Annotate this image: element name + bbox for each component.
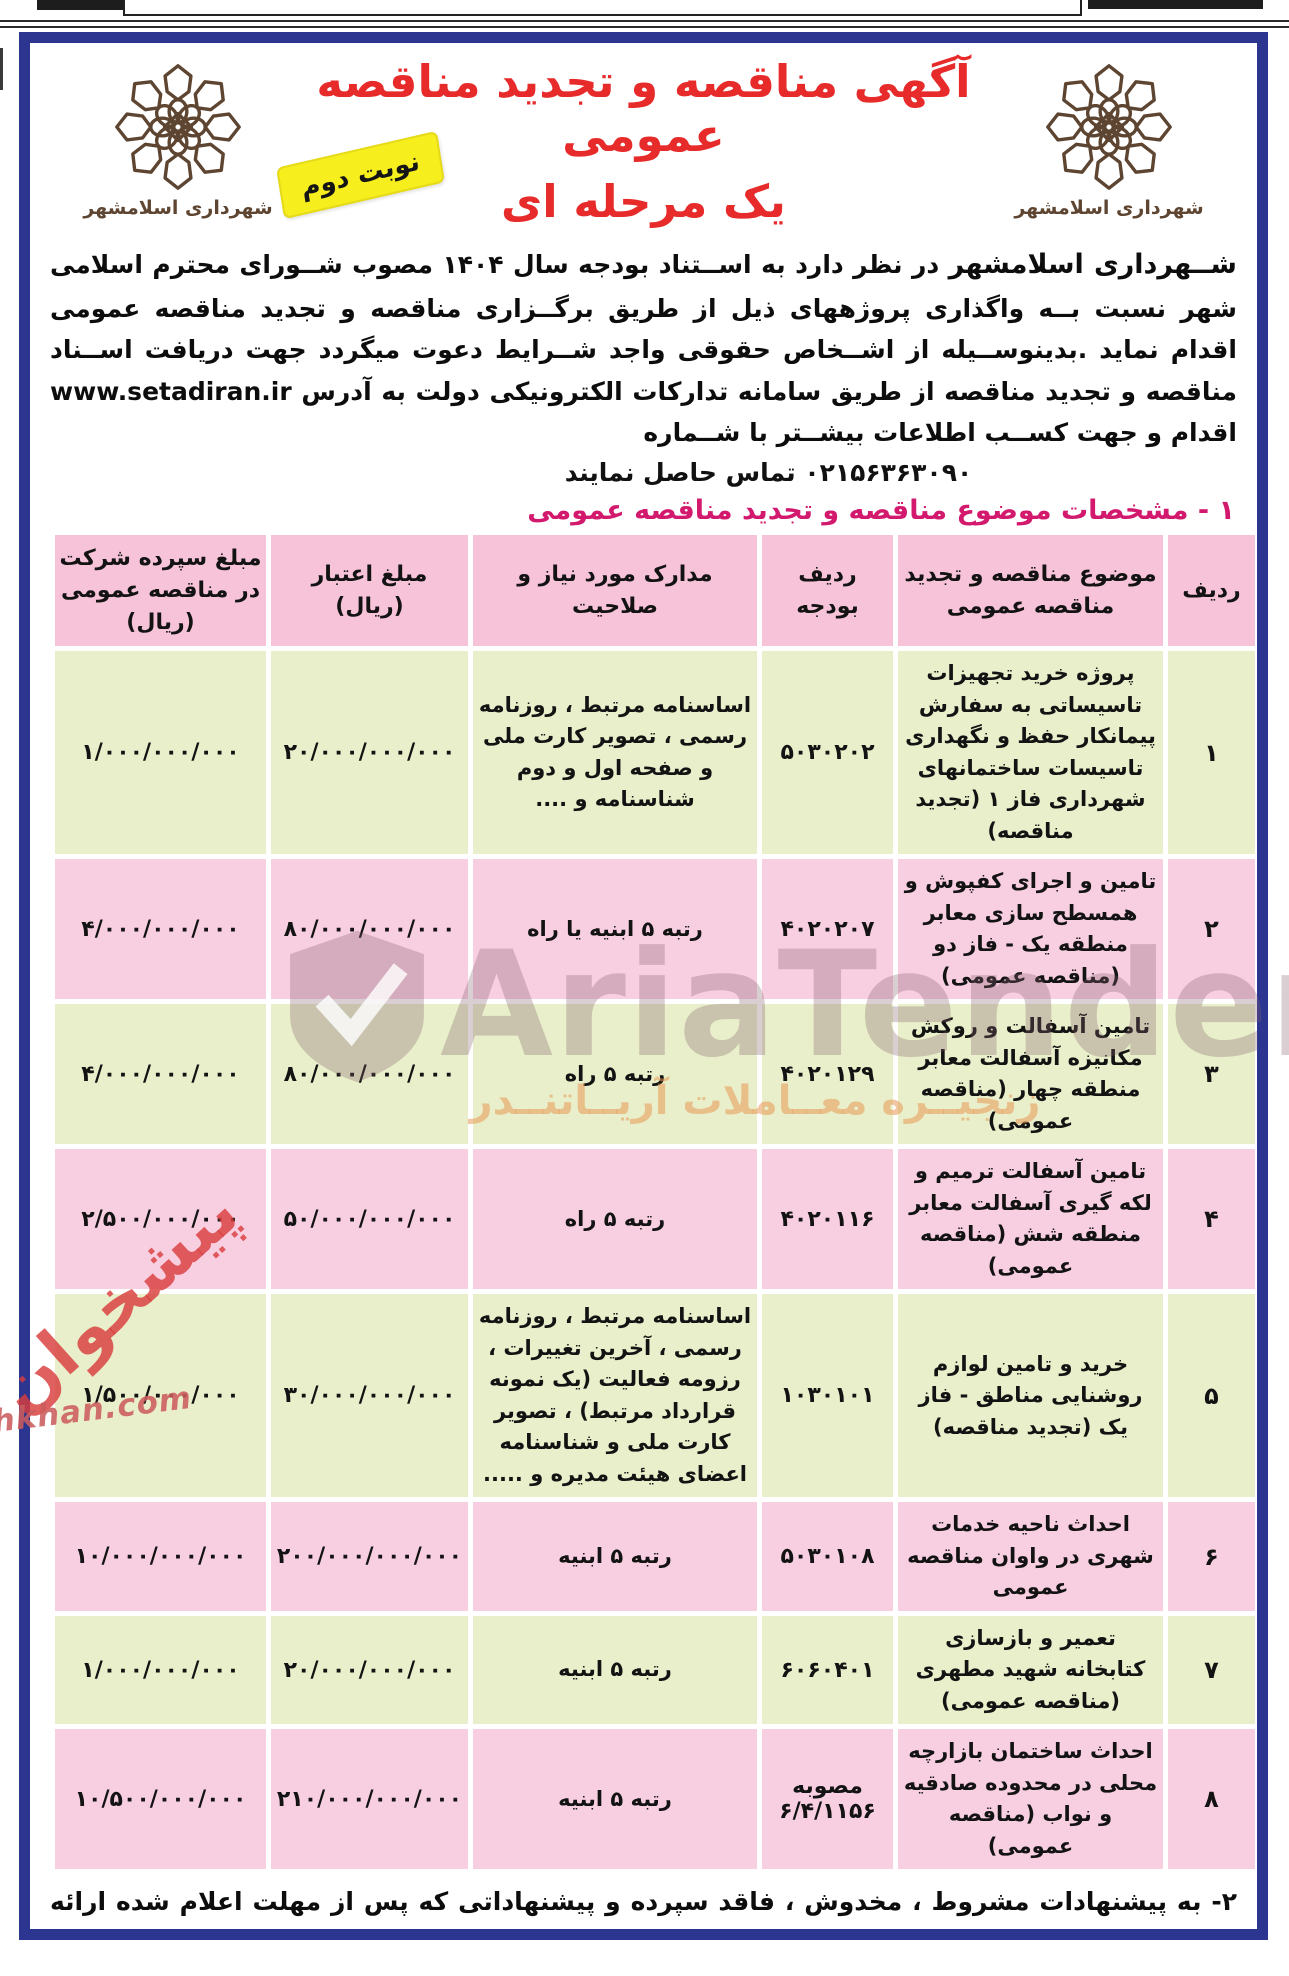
cell-row-no: ۵ bbox=[1168, 1294, 1255, 1498]
cell-deposit-amount: ۱/۰۰۰/۰۰۰/۰۰۰ bbox=[55, 1615, 266, 1725]
cell-credit-amount: ۲۰/۰۰۰/۰۰۰/۰۰۰ bbox=[271, 651, 468, 855]
cell-budget-row: ۵۰۳۰۲۰۲ bbox=[762, 651, 893, 855]
cell-documents: اساسنامه مرتبط ، روزنامه رسمی ، تصویر کا… bbox=[473, 651, 757, 855]
table-row: ۱ پروژه خرید تجهیزات تاسیساتی به سفارش پی… bbox=[55, 651, 1255, 855]
logo-caption: شهرداری اسلامشهر bbox=[83, 197, 273, 219]
cell-budget-row: ۴۰۲۰۱۱۶ bbox=[762, 1149, 893, 1290]
intro-part2: اقدام و جهت کســب اطلاعات بیشــتر با شــ… bbox=[643, 418, 1237, 448]
cell-row-no: ۷ bbox=[1168, 1615, 1255, 1725]
ad-title-line1: آگهی مناقصه و تجدید مناقصه عمومی bbox=[316, 55, 971, 162]
cell-credit-amount: ۳۰/۰۰۰/۰۰۰/۰۰۰ bbox=[271, 1294, 468, 1498]
tender-table-header: ردیف موضوع مناقصه و تجدید مناقصه عمومی ر… bbox=[55, 534, 1255, 647]
table-row: ۸ احداث ساختمان بازارچه محلی در محدوده صا… bbox=[55, 1729, 1255, 1870]
cell-subject: خرید و تامین لوازم روشنایی مناطق - فاز ی… bbox=[898, 1294, 1163, 1498]
cell-subject: تامین و اجرای کفپوش و همسطح سازی معابر م… bbox=[898, 859, 1163, 1000]
cell-credit-amount: ۸۰/۰۰۰/۰۰۰/۰۰۰ bbox=[271, 1004, 468, 1145]
tender-table-body: ۱ پروژه خرید تجهیزات تاسیساتی به سفارش پی… bbox=[55, 651, 1255, 1870]
newspaper-crop-artifact bbox=[123, 0, 1082, 16]
phone-number: ۰۲۱۵۶۳۶۳۰۹۰ bbox=[804, 457, 973, 487]
cell-subject: تامین آسفالت و روکش مکانیزه آسفالت معابر… bbox=[898, 1004, 1163, 1145]
tender-table: ردیف موضوع مناقصه و تجدید مناقصه عمومی ر… bbox=[50, 530, 1257, 1875]
cell-subject: پروژه خرید تجهیزات تاسیساتی به سفارش پیم… bbox=[898, 651, 1163, 855]
phone-suffix: تماس حاصل نمایند bbox=[564, 457, 805, 487]
tender-ad-frame: شهرداری اسلامشهر شهرداری اسلامشهر آگهی م… bbox=[19, 32, 1268, 1940]
municipality-emblem-icon bbox=[1035, 59, 1183, 195]
newspaper-column-rule bbox=[0, 48, 3, 90]
cell-deposit-amount: ۴/۰۰۰/۰۰۰/۰۰۰ bbox=[55, 1004, 266, 1145]
newspaper-crop-artifact bbox=[37, 0, 123, 10]
cell-budget-row: ۵۰۳۰۱۰۸ bbox=[762, 1502, 893, 1611]
cell-deposit-amount: ۱/۵۰۰/۰۰۰/۰۰۰ bbox=[55, 1294, 266, 1498]
cell-budget-row: ۴۰۲۰۲۰۷ bbox=[762, 859, 893, 1000]
cell-documents: رتبه ۵ ابنیه bbox=[473, 1729, 757, 1870]
header-row-no: ردیف bbox=[1168, 534, 1255, 647]
cell-subject: تامین آسفالت ترمیم و لکه گیری آسفالت معا… bbox=[898, 1149, 1163, 1290]
cell-credit-amount: ۲۱۰/۰۰۰/۰۰۰/۰۰۰ bbox=[271, 1729, 468, 1870]
cell-budget-row: ۴۰۲۰۱۲۹ bbox=[762, 1004, 893, 1145]
setadiran-url: www.setadiran.ir bbox=[50, 376, 292, 406]
intro-lead: شــهرداری اسلامشهر bbox=[948, 249, 1237, 280]
cell-row-no: ۸ bbox=[1168, 1729, 1255, 1870]
table-row: ۲ تامین و اجرای کفپوش و همسطح سازی معابر … bbox=[55, 859, 1255, 1000]
intro-part1: در نظر دارد به اســتناد بودجه سال ۱۴۰۴ م… bbox=[50, 250, 1237, 406]
note-2: ۲- به پیشنهادات مشروط ، مخدوش ، فاقد سپر… bbox=[50, 1887, 1237, 1917]
cell-row-no: ۱ bbox=[1168, 651, 1255, 855]
cell-credit-amount: ۸۰/۰۰۰/۰۰۰/۰۰۰ bbox=[271, 859, 468, 1000]
cell-budget-row: ۶۰۶۰۴۰۱ bbox=[762, 1615, 893, 1725]
ad-title: آگهی مناقصه و تجدید مناقصه عمومی یک مرحل… bbox=[50, 47, 1237, 228]
cell-documents: رتبه ۵ راه bbox=[473, 1149, 757, 1290]
cell-row-no: ۴ bbox=[1168, 1149, 1255, 1290]
cell-deposit-amount: ۱/۰۰۰/۰۰۰/۰۰۰ bbox=[55, 651, 266, 855]
cell-budget-row: مصوبه ۶/۴/۱۱۵۶ bbox=[762, 1729, 893, 1870]
cell-deposit-amount: ۱۰/۰۰۰/۰۰۰/۰۰۰ bbox=[55, 1502, 266, 1611]
cell-deposit-amount: ۲/۵۰۰/۰۰۰/۰۰۰ bbox=[55, 1149, 266, 1290]
logo-caption: شهرداری اسلامشهر bbox=[1014, 197, 1204, 219]
cell-row-no: ۳ bbox=[1168, 1004, 1255, 1145]
header-credit-amount: مبلغ اعتبار (ریال) bbox=[271, 534, 468, 647]
cell-credit-amount: ۲۰۰/۰۰۰/۰۰۰/۰۰۰ bbox=[271, 1502, 468, 1611]
header-subject: موضوع مناقصه و تجدید مناقصه عمومی bbox=[898, 534, 1163, 647]
cell-documents: رتبه ۵ راه bbox=[473, 1004, 757, 1145]
cell-documents: رتبه ۵ ابنیه یا راه bbox=[473, 859, 757, 1000]
table-row: ۴ تامین آسفالت ترمیم و لکه گیری آسفالت مع… bbox=[55, 1149, 1255, 1290]
cell-credit-amount: ۲۰/۰۰۰/۰۰۰/۰۰۰ bbox=[271, 1615, 468, 1725]
table-row: ۵ خرید و تامین لوازم روشنایی مناطق - فاز … bbox=[55, 1294, 1255, 1498]
cell-documents: رتبه ۵ ابنیه bbox=[473, 1502, 757, 1611]
cell-row-no: ۲ bbox=[1168, 859, 1255, 1000]
cell-credit-amount: ۵۰/۰۰۰/۰۰۰/۰۰۰ bbox=[271, 1149, 468, 1290]
municipality-logo-right: شهرداری اسلامشهر bbox=[1009, 59, 1209, 219]
section-title: ۱ - مشخصات موضوع مناقصه و تجدید مناقصه ع… bbox=[527, 494, 1235, 526]
table-row: ۶ احداث ناحیه خدمات شهری در واوان مناقصه … bbox=[55, 1502, 1255, 1611]
ad-title-line2: یک مرحله ای bbox=[501, 175, 786, 228]
municipality-emblem-icon bbox=[104, 59, 252, 195]
table-row: ۳ تامین آسفالت و روکش مکانیزه آسفالت معاب… bbox=[55, 1004, 1255, 1145]
newspaper-rule-line bbox=[0, 26, 1289, 28]
contact-phone-line: ۰۲۱۵۶۳۶۳۰۹۰ تماس حاصل نمایند bbox=[50, 458, 1237, 487]
cell-row-no: ۶ bbox=[1168, 1502, 1255, 1611]
header-documents: مدارک مورد نیاز و صلاحیت bbox=[473, 534, 757, 647]
newspaper-crop-artifact bbox=[1088, 0, 1263, 9]
newspaper-rule-line bbox=[0, 20, 1289, 22]
header-budget-row: ردیف بودجه bbox=[762, 534, 893, 647]
header-deposit-amount: مبلغ سپرده شرکت در مناقصه عمومی (ریال) bbox=[55, 534, 266, 647]
municipality-logo-left: شهرداری اسلامشهر bbox=[78, 59, 278, 219]
cell-documents: رتبه ۵ ابنیه bbox=[473, 1615, 757, 1725]
cell-subject: تعمیر و بازسازی کتابخانه شهید مطهری (منا… bbox=[898, 1615, 1163, 1725]
cell-subject: احداث ساختمان بازارچه محلی در محدوده صاد… bbox=[898, 1729, 1163, 1870]
cell-subject: احداث ناحیه خدمات شهری در واوان مناقصه ع… bbox=[898, 1502, 1163, 1611]
intro-paragraph: شــهرداری اسلامشهر در نظر دارد به اســتن… bbox=[50, 243, 1237, 454]
cell-documents: اساسنامه مرتبط ، روزنامه رسمی ، آخرین تغ… bbox=[473, 1294, 757, 1498]
table-row: ۷ تعمیر و بازسازی کتابخانه شهید مطهری (من… bbox=[55, 1615, 1255, 1725]
cell-budget-row: ۱۰۳۰۱۰۱ bbox=[762, 1294, 893, 1498]
ad-header: شهرداری اسلامشهر شهرداری اسلامشهر آگهی م… bbox=[50, 47, 1237, 237]
cell-deposit-amount: ۴/۰۰۰/۰۰۰/۰۰۰ bbox=[55, 859, 266, 1000]
cell-deposit-amount: ۱۰/۵۰۰/۰۰۰/۰۰۰ bbox=[55, 1729, 266, 1870]
